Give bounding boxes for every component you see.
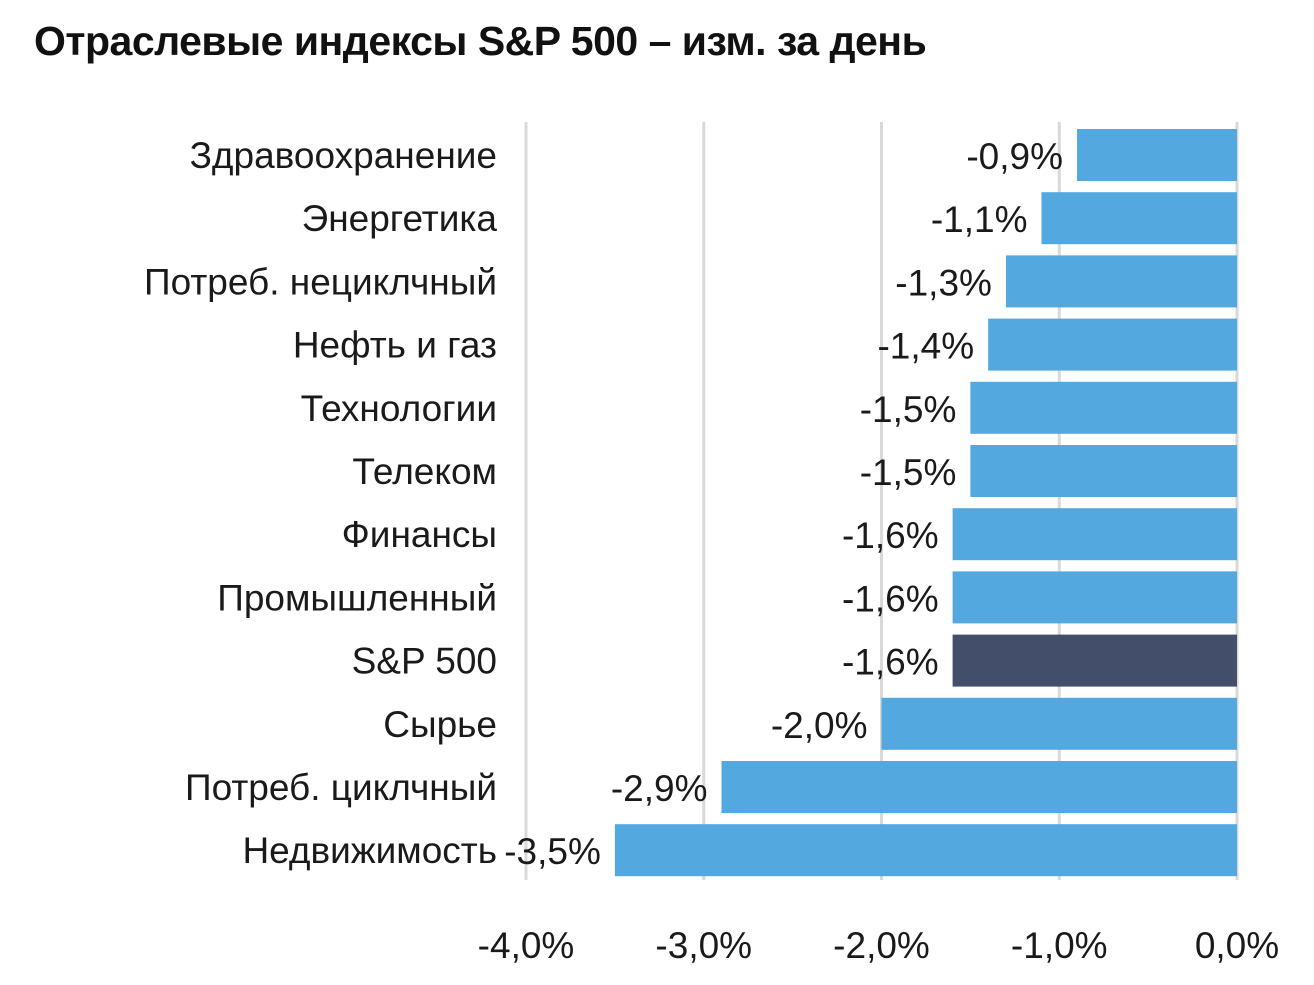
bar <box>988 318 1237 371</box>
bar <box>1077 129 1237 181</box>
bar <box>1041 192 1237 245</box>
value-label: -1,6% <box>842 515 939 556</box>
bar <box>970 381 1237 434</box>
value-label: -1,3% <box>895 262 992 303</box>
bar <box>721 761 1237 813</box>
bar <box>881 697 1237 750</box>
value-label: -1,6% <box>842 578 939 619</box>
value-label: -3,5% <box>504 831 601 872</box>
value-label: -1,6% <box>842 642 939 683</box>
category-label: Телеком <box>352 451 497 492</box>
value-label: -1,1% <box>931 199 1028 240</box>
bar <box>952 508 1237 561</box>
category-label: Потреб. циклчный <box>185 767 497 808</box>
chart-title: Отраслевые индексы S&P 500 – изм. за ден… <box>34 18 927 64</box>
bar-highlight <box>952 634 1237 687</box>
grid-lines <box>524 122 1239 880</box>
x-tick-label: 0,0% <box>1195 925 1279 966</box>
value-labels: -0,9% -1,1% -1,3% -1,4% -1,5% -1,5% -1,6% -1,6%… <box>504 136 1063 872</box>
x-tick-label: -2,0% <box>833 925 930 966</box>
category-label: Энергетика <box>302 198 498 239</box>
value-label: -2,0% <box>771 705 868 746</box>
x-tick-label: -1,0% <box>1011 925 1108 966</box>
bar <box>614 824 1237 877</box>
category-label: Нефть и газ <box>293 325 497 366</box>
value-label: -1,4% <box>877 326 974 367</box>
category-label: Потреб. нециклчный <box>144 261 497 302</box>
category-label: Здравоохранение <box>190 135 497 176</box>
category-label: Технологии <box>301 388 497 429</box>
category-label: Промышленный <box>217 577 497 618</box>
bar <box>1005 255 1237 308</box>
value-label: -2,9% <box>611 768 708 809</box>
value-label: -1,5% <box>860 389 957 430</box>
value-label: -0,9% <box>966 136 1063 177</box>
bars <box>614 129 1237 877</box>
bar <box>970 445 1237 497</box>
value-label: -1,5% <box>860 452 957 493</box>
bar <box>952 571 1237 624</box>
category-labels: Здравоохранение Энергетика Потреб. нециклч… <box>144 135 497 871</box>
x-tick-label: -4,0% <box>478 925 575 966</box>
category-label: S&P 500 <box>352 641 497 682</box>
x-tick-label: -3,0% <box>655 925 752 966</box>
category-label: Финансы <box>342 514 497 555</box>
x-axis-ticks: -4,0% -3,0% -2,0% -1,0% 0,0% <box>478 925 1280 966</box>
category-label: Недвижимость <box>242 830 497 871</box>
category-label: Сырье <box>383 704 497 745</box>
